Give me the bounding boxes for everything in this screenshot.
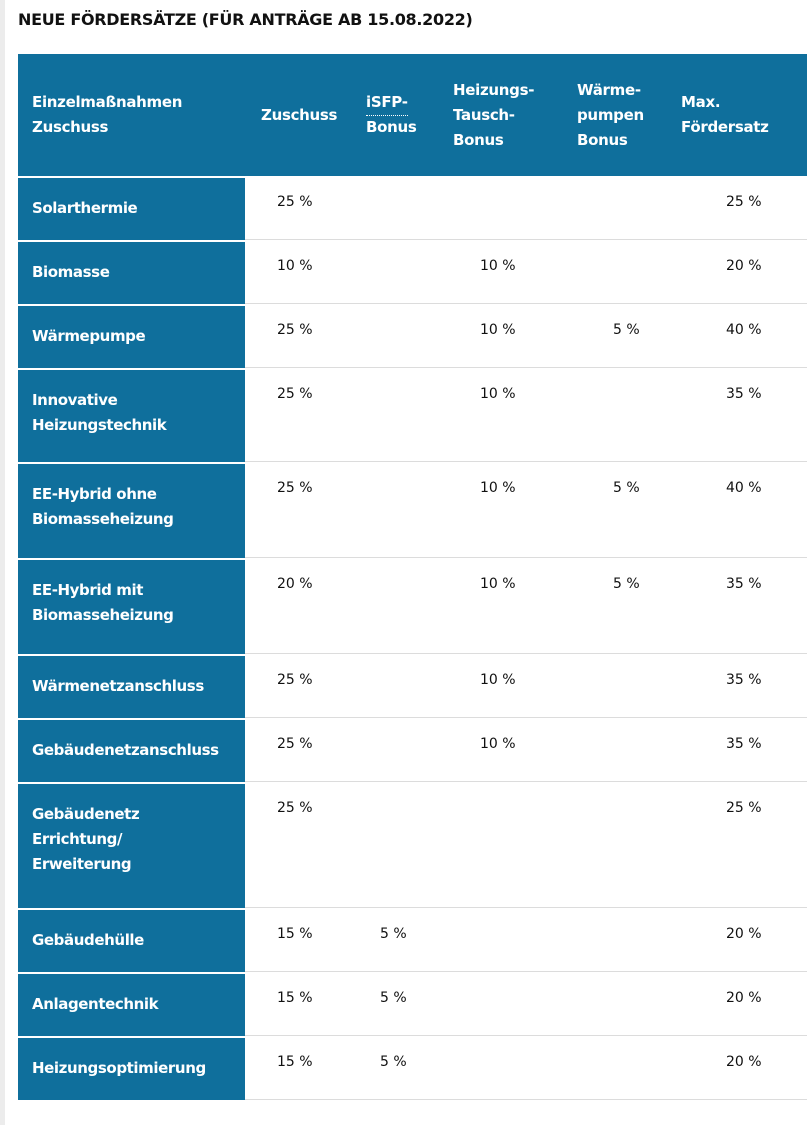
cell-value: 10 % bbox=[480, 672, 516, 688]
cell-value: 35 % bbox=[726, 736, 762, 752]
row-label: Wärmepumpe bbox=[32, 327, 146, 345]
cell-value: 15 % bbox=[277, 926, 313, 942]
row-separator bbox=[245, 781, 807, 782]
row-label: Gebäudenetz bbox=[32, 805, 140, 823]
row-separator bbox=[245, 971, 807, 972]
row-label-cell bbox=[18, 720, 245, 782]
row-label-cell bbox=[18, 1038, 245, 1100]
cell-value: 25 % bbox=[277, 386, 313, 402]
row-label: Innovative bbox=[32, 391, 118, 409]
cell-value: 10 % bbox=[480, 258, 516, 274]
row-label: EE-Hybrid ohne bbox=[32, 485, 157, 503]
cell-value: 20 % bbox=[726, 258, 762, 274]
cell-value: 25 % bbox=[726, 800, 762, 816]
row-label: Wärmenetzanschluss bbox=[32, 677, 204, 695]
header-text: Heizungs- bbox=[453, 80, 535, 99]
cell-value: 25 % bbox=[277, 800, 313, 816]
row-label-cell bbox=[18, 370, 245, 462]
title: NEUE FÖRDERSÄTZE (FÜR ANTRÄGE AB 15.08.2… bbox=[18, 10, 473, 29]
row-separator bbox=[245, 461, 807, 462]
row-label: Solarthermie bbox=[32, 199, 138, 217]
row-separator bbox=[245, 557, 807, 558]
header-row bbox=[18, 54, 807, 176]
cell-value: 10 % bbox=[277, 258, 313, 274]
cell-value: 5 % bbox=[380, 990, 407, 1006]
cell-value: 25 % bbox=[277, 480, 313, 496]
cell-value: 25 % bbox=[277, 322, 313, 338]
header-text: Bonus bbox=[453, 130, 504, 149]
cell-value: 10 % bbox=[480, 576, 516, 592]
row-label: Heizungstechnik bbox=[32, 416, 167, 434]
row-separator bbox=[245, 653, 807, 654]
cell-value: 5 % bbox=[613, 576, 640, 592]
row-label: EE-Hybrid mit bbox=[32, 581, 144, 599]
row-label: Biomasseheizung bbox=[32, 510, 174, 528]
header-text: Tausch- bbox=[453, 105, 515, 124]
row-label-cell bbox=[18, 560, 245, 654]
row-separator bbox=[245, 1099, 807, 1100]
cell-value: 25 % bbox=[726, 194, 762, 210]
cell-value: 40 % bbox=[726, 480, 762, 496]
row-separator bbox=[245, 367, 807, 368]
row-label-cell bbox=[18, 306, 245, 368]
header-text: Bonus bbox=[577, 130, 628, 149]
cell-value: 35 % bbox=[726, 576, 762, 592]
header-text: pumpen bbox=[577, 105, 644, 124]
cell-value: 25 % bbox=[277, 736, 313, 752]
cell-value: 20 % bbox=[277, 576, 313, 592]
cell-value: 5 % bbox=[613, 480, 640, 496]
row-label-cell bbox=[18, 910, 245, 972]
cell-value: 20 % bbox=[726, 1054, 762, 1070]
cell-value: 25 % bbox=[277, 672, 313, 688]
row-label-cell bbox=[18, 178, 245, 240]
header-text: iSFP- bbox=[366, 90, 408, 116]
cell-value: 35 % bbox=[726, 672, 762, 688]
cell-value: 20 % bbox=[726, 926, 762, 942]
cell-value: 10 % bbox=[480, 736, 516, 752]
row-separator bbox=[245, 239, 807, 240]
row-label-cell bbox=[18, 974, 245, 1036]
header-text: Zuschuss bbox=[261, 105, 338, 124]
cell-value: 20 % bbox=[726, 990, 762, 1006]
row-label: Gebäudehülle bbox=[32, 931, 144, 949]
cell-value: 15 % bbox=[277, 1054, 313, 1070]
cell-value: 10 % bbox=[480, 322, 516, 338]
row-label: Erweiterung bbox=[32, 855, 132, 873]
cell-value: 10 % bbox=[480, 386, 516, 402]
row-label: Heizungsoptimierung bbox=[32, 1059, 206, 1077]
header-text: Zuschuss bbox=[32, 118, 109, 136]
cell-value: 40 % bbox=[726, 322, 762, 338]
row-label: Biomasse bbox=[32, 263, 110, 281]
header-text: Bonus bbox=[366, 118, 417, 136]
row-label: Gebäudenetzanschluss bbox=[32, 741, 219, 759]
row-label-cell bbox=[18, 464, 245, 558]
row-label: Anlagentechnik bbox=[32, 995, 159, 1013]
cell-value: 15 % bbox=[277, 990, 313, 1006]
row-separator bbox=[245, 907, 807, 908]
row-label-cell bbox=[18, 784, 245, 908]
cell-value: 5 % bbox=[380, 1054, 407, 1070]
header-text: Max. bbox=[681, 93, 721, 111]
row-label: Errichtung/ bbox=[32, 830, 123, 848]
row-separator bbox=[245, 1035, 807, 1036]
row-label: Biomasseheizung bbox=[32, 606, 174, 624]
row-separator bbox=[245, 717, 807, 718]
cell-value: 25 % bbox=[277, 194, 313, 210]
cell-value: 10 % bbox=[480, 480, 516, 496]
header-text: Fördersatz bbox=[681, 118, 769, 136]
header-text: Wärme- bbox=[577, 80, 641, 99]
cell-value: 5 % bbox=[613, 322, 640, 338]
cell-value: 5 % bbox=[380, 926, 407, 942]
row-separator bbox=[245, 303, 807, 304]
side-strip bbox=[0, 0, 5, 1125]
cell-value: 35 % bbox=[726, 386, 762, 402]
header-text: Einzelmaßnahmen bbox=[32, 93, 183, 111]
row-label-cell bbox=[18, 242, 245, 304]
table: Einzelmaßnahmen Zuschuss Zuschuss iSFP- Bonu… bbox=[18, 54, 807, 1104]
row-label-cell bbox=[18, 656, 245, 718]
